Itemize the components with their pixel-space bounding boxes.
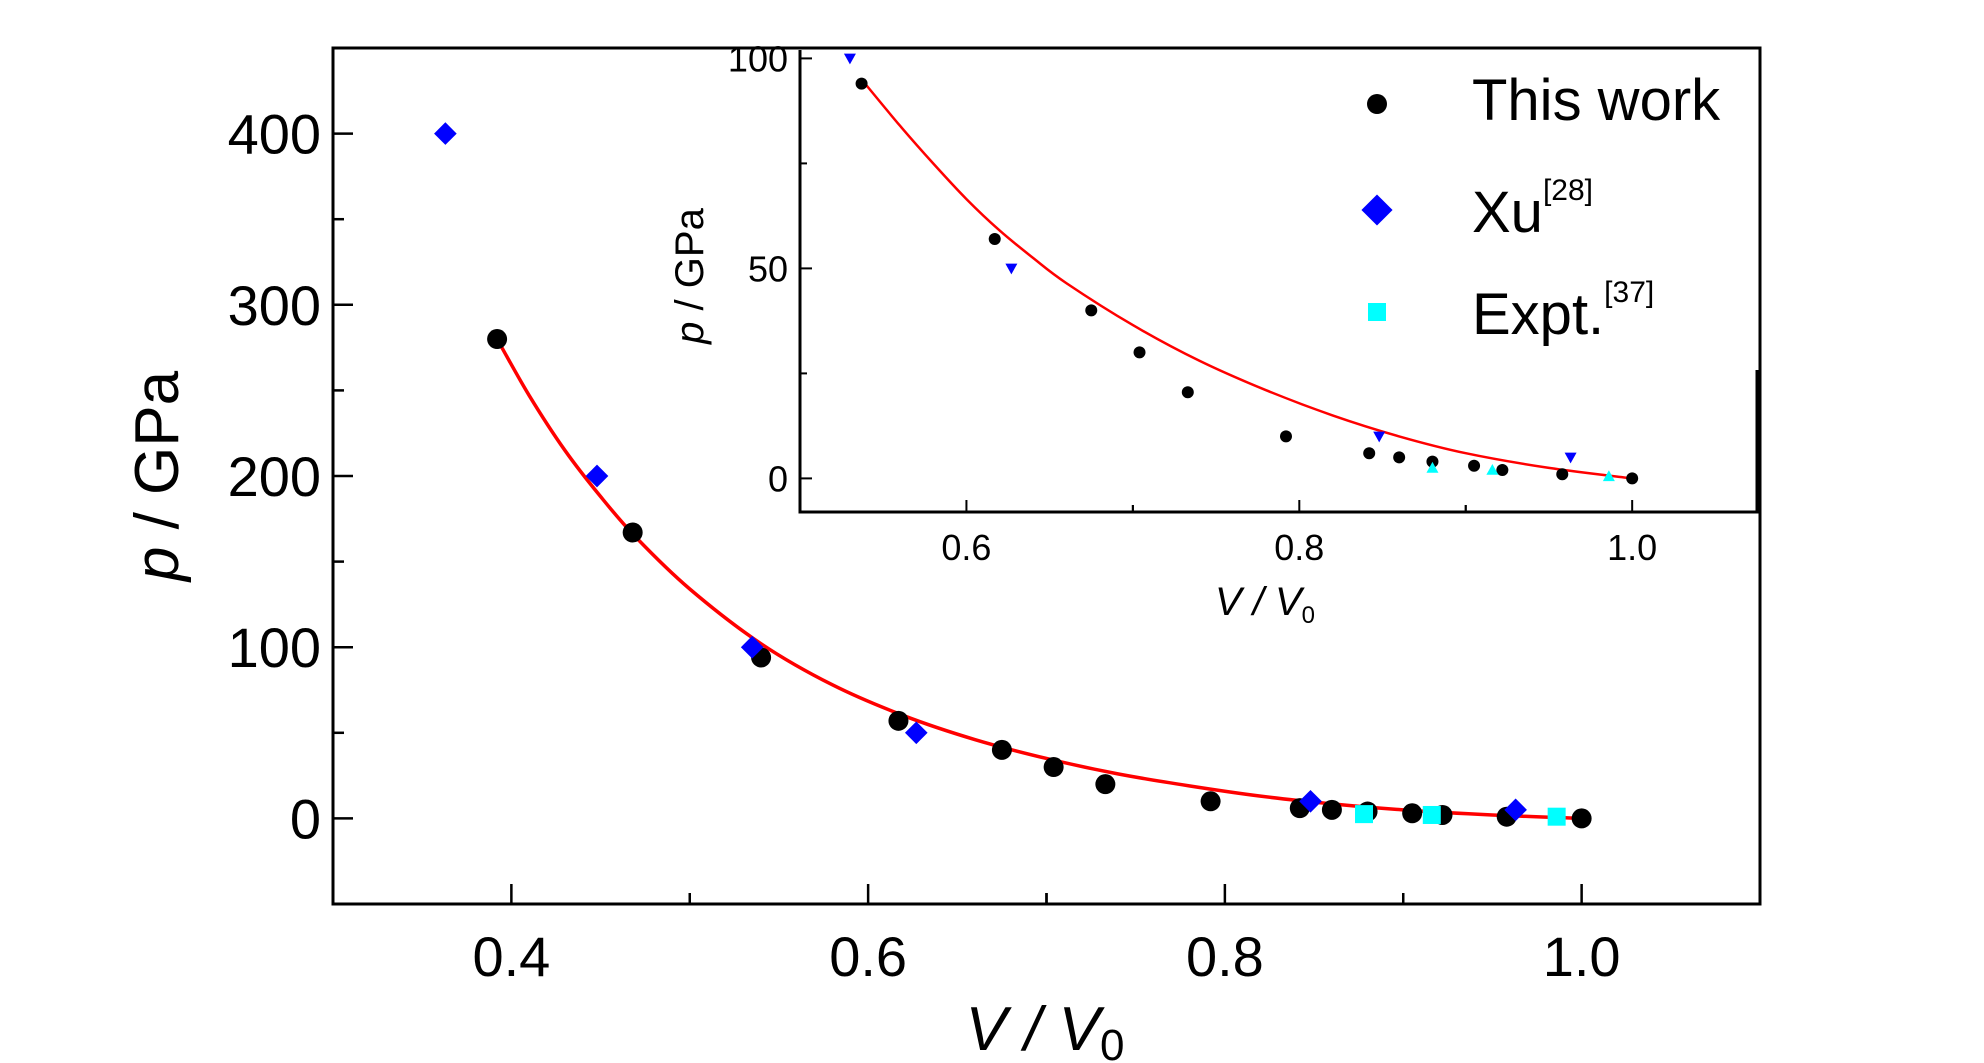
main-ticks <box>331 132 1583 904</box>
legend-label-expt-ref: [37] <box>1604 276 1654 309</box>
y-tick-label: 400 <box>228 103 321 166</box>
inset-y-axis-title-italic: p <box>668 322 712 345</box>
x-tick-label: 0.6 <box>829 925 907 988</box>
inset-x-axis-title-sub: 0 <box>1302 602 1315 629</box>
y-tick-label: 100 <box>228 616 321 679</box>
data-point-this-work <box>1200 791 1221 812</box>
inset-tick-labels: 0.6 0.8 1.0 0 50 100 <box>728 38 1657 568</box>
y-tick-label: 50 <box>748 248 788 289</box>
main-fit-curve <box>495 338 1582 821</box>
main-x-axis-title-main: V / V <box>966 995 1106 1063</box>
data-point-xu <box>904 721 928 745</box>
data-point-series-1 <box>843 53 856 65</box>
data-point-this-work <box>1571 808 1592 829</box>
data-point-series-0 <box>1363 447 1376 460</box>
y-tick-label: 0 <box>768 458 788 499</box>
data-point-series-0 <box>988 233 1001 245</box>
legend-item-this-work: This work <box>1367 68 1721 133</box>
legend-item-xu: Xu[28] <box>1361 174 1593 245</box>
data-point-this-work <box>991 739 1012 760</box>
data-point-series-2 <box>1486 464 1499 475</box>
data-point-this-work <box>888 710 909 731</box>
inset-x-axis-title-main: V / V <box>1215 580 1305 624</box>
main-tick-labels: 0.4 0.6 0.8 1.0 0 100 200 300 400 <box>228 103 1621 988</box>
x-tick-label: 1.0 <box>1607 527 1657 568</box>
legend-label-xu: Xu[28] <box>1472 174 1593 245</box>
data-point-series-0 <box>855 77 868 90</box>
legend-label-xu-name: Xu <box>1472 180 1543 245</box>
data-point-xu <box>740 635 764 659</box>
data-point-xu <box>434 122 457 145</box>
x-tick-label: 0.4 <box>472 925 550 988</box>
legend-label-this-work: This work <box>1472 68 1721 133</box>
x-tick-label: 1.0 <box>1543 925 1621 988</box>
data-point-series-0 <box>1279 430 1292 443</box>
y-tick-label: 100 <box>728 38 788 79</box>
data-point-series-0 <box>1393 451 1406 464</box>
data-point-series-0 <box>1468 459 1481 472</box>
data-point-expt <box>1355 805 1374 824</box>
main-x-axis-title-sub: 0 <box>1100 1021 1124 1063</box>
main-y-axis-title: p / GPa <box>123 370 192 583</box>
data-point-series-0 <box>1626 472 1639 485</box>
main-y-axis-title-italic: p <box>123 547 192 583</box>
data-point-series-1 <box>1373 431 1386 443</box>
data-point-series-0 <box>1426 455 1439 468</box>
data-point-series-0 <box>1556 468 1569 481</box>
data-point-xu <box>1504 798 1527 822</box>
data-point-expt <box>1547 807 1566 826</box>
legend-marker-circle <box>1367 94 1387 114</box>
y-tick-label: 0 <box>290 787 321 850</box>
main-y-axis-title-rest: / GPa <box>123 370 192 546</box>
inset-x-axis-title: V / V0 <box>1215 580 1315 629</box>
legend-marker-square <box>1368 303 1386 321</box>
y-tick-label: 300 <box>228 274 321 337</box>
data-point-expt <box>1422 805 1441 824</box>
main-points <box>434 122 1592 829</box>
data-point-this-work <box>1043 757 1064 778</box>
inset-background <box>800 50 1757 512</box>
legend: This work Xu[28] Expt.[37] <box>1361 68 1721 347</box>
inset-y-axis-title: p / GPa <box>668 207 712 344</box>
x-tick-label: 0.8 <box>1186 925 1264 988</box>
legend-label-expt-name: Expt. <box>1472 282 1604 347</box>
x-tick-label: 0.8 <box>1274 527 1324 568</box>
legend-label-xu-ref: [28] <box>1543 174 1593 207</box>
data-point-series-2 <box>1602 470 1615 482</box>
data-point-series-0 <box>1133 346 1146 359</box>
legend-item-expt: Expt.[37] <box>1368 276 1654 347</box>
data-point-series-0 <box>1496 464 1509 476</box>
inset-fit-curve <box>860 78 1633 480</box>
y-tick-label: 200 <box>228 445 321 508</box>
data-point-this-work <box>1321 799 1342 820</box>
data-point-this-work <box>1095 774 1116 795</box>
data-point-series-1 <box>1005 263 1018 275</box>
data-point-this-work <box>1402 803 1423 824</box>
data-point-this-work <box>622 522 643 543</box>
inset-y-axis-title-rest: / GPa <box>668 207 712 321</box>
data-point-series-2 <box>1426 461 1439 473</box>
data-point-xu <box>585 464 609 488</box>
data-point-series-0 <box>1085 304 1098 317</box>
main-x-axis-title: V / V0 <box>966 995 1125 1063</box>
data-point-this-work <box>487 329 508 350</box>
legend-label-expt: Expt.[37] <box>1472 276 1654 347</box>
inset-frame <box>798 50 1759 514</box>
inset-ticks <box>800 57 1634 512</box>
data-point-xu <box>1299 789 1322 813</box>
data-point-series-0 <box>1181 386 1194 399</box>
data-point-series-1 <box>1564 452 1577 464</box>
inset-points <box>843 53 1639 485</box>
x-tick-label: 0.6 <box>941 527 991 568</box>
